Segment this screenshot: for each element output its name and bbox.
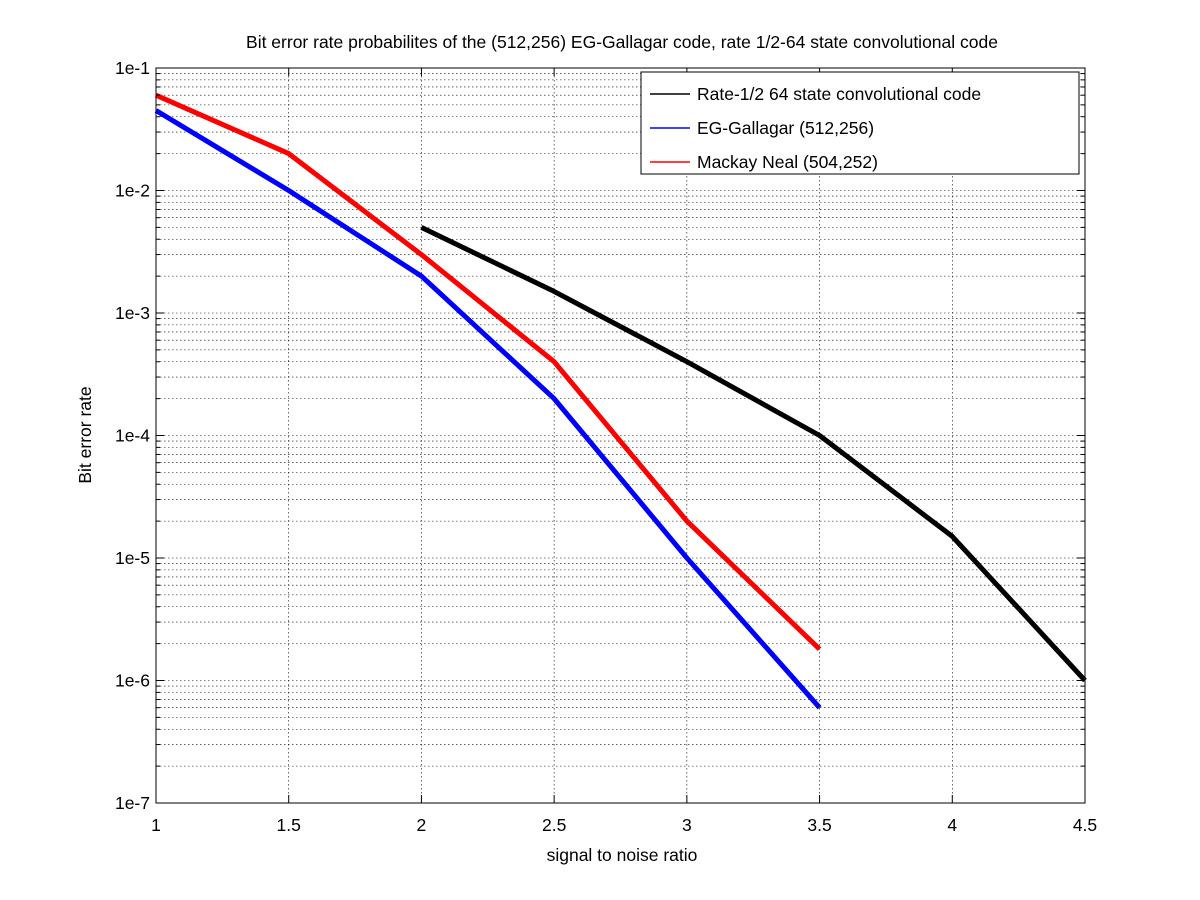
- grid-lines: [155, 67, 1086, 804]
- legend: Rate-1/2 64 state convolutional code EG-G…: [640, 71, 1080, 175]
- x-tick-label: 2: [417, 815, 427, 835]
- chart-title: Bit error rate probabilites of the (512,…: [246, 32, 998, 52]
- y-axis-label: Bit error rate: [75, 386, 95, 483]
- x-tick-label: 1.5: [277, 815, 301, 835]
- x-tick-label: 1: [151, 815, 161, 835]
- x-tick-label: 4.5: [1073, 815, 1097, 835]
- series-line-2: [154, 92, 822, 651]
- y-tick-label: 1e-2: [115, 181, 150, 201]
- x-tick-label: 3: [682, 815, 692, 835]
- legend-box: [640, 71, 1080, 175]
- x-tick-label: 2.5: [542, 815, 566, 835]
- x-tick-label: 4: [947, 815, 957, 835]
- x-tick-labels: 1 1.5 2 2.5 3 3.5 4 4.5: [151, 815, 1097, 835]
- y-tick-label: 1e-3: [115, 303, 150, 323]
- y-tick-label: 1e-4: [115, 426, 150, 446]
- x-tick-label: 3.5: [807, 815, 831, 835]
- series-line-1: [154, 108, 822, 710]
- series-line-0: [420, 225, 1087, 683]
- y-tick-label: 1e-5: [115, 548, 150, 568]
- series-lines: [154, 92, 1087, 710]
- legend-label-0: Rate-1/2 64 state convolutional code: [697, 84, 981, 104]
- axis-ticks: [155, 67, 1086, 804]
- y-tick-labels: 1e-7 1e-6 1e-5 1e-4 1e-3 1e-2 1e-1: [115, 58, 150, 813]
- y-tick-label: 1e-1: [115, 58, 150, 78]
- legend-label-2: Mackay Neal (504,252): [697, 152, 878, 172]
- y-tick-label: 1e-6: [115, 671, 150, 691]
- x-axis-label: signal to noise ratio: [547, 845, 698, 865]
- y-tick-label: 1e-7: [115, 793, 150, 813]
- legend-label-1: EG-Gallagar (512,256): [697, 118, 874, 138]
